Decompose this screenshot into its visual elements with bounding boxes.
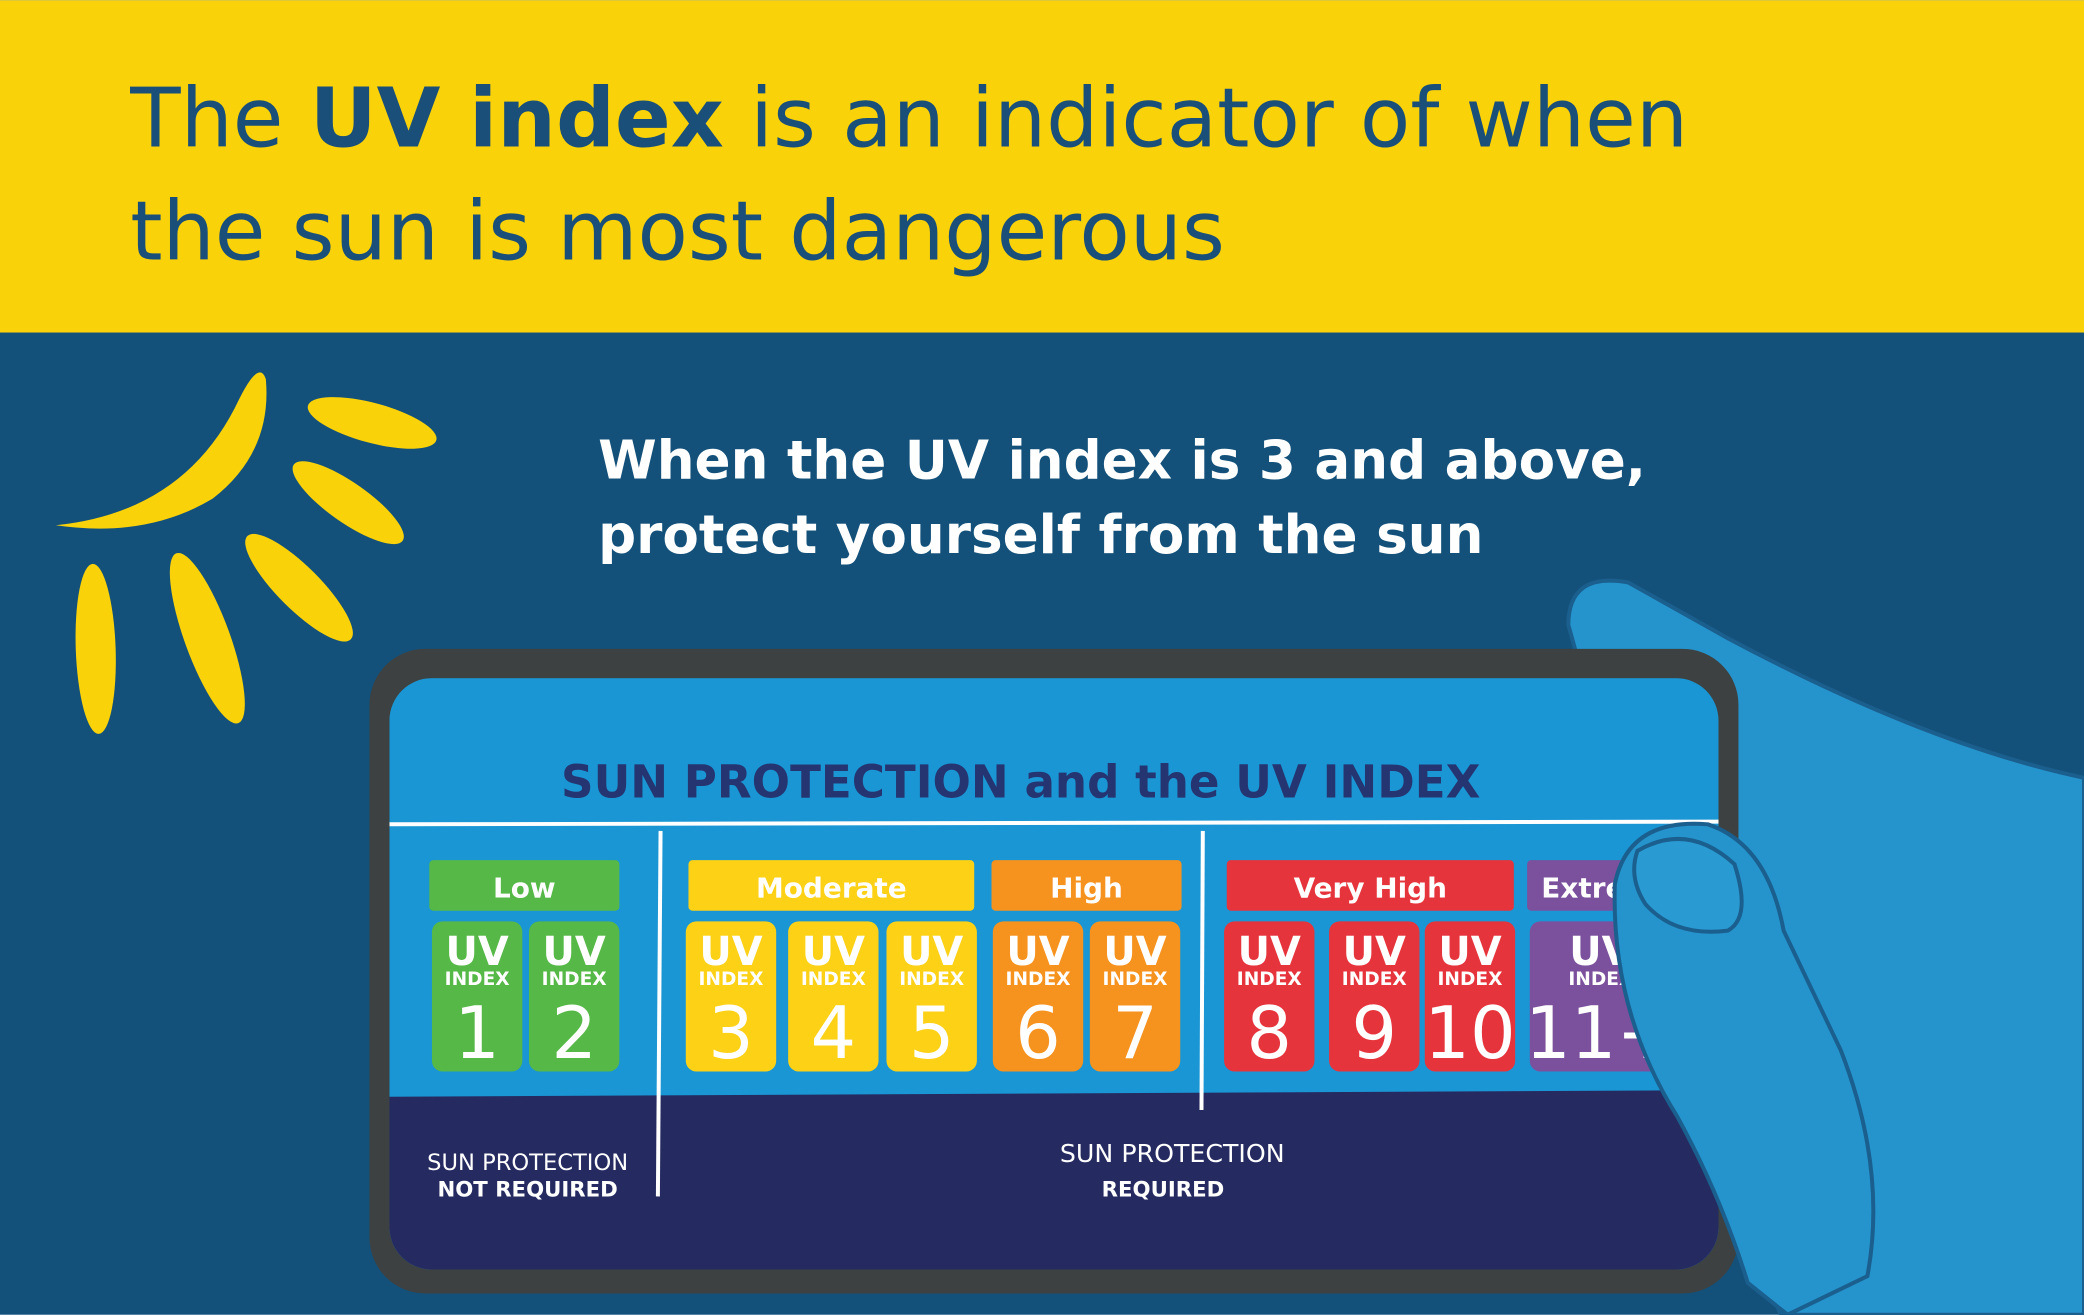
thumbnail xyxy=(1632,837,1744,934)
tile-index: INDEX xyxy=(1237,969,1302,990)
tile-index: INDEX xyxy=(445,969,510,990)
tile-uv: UV xyxy=(1006,929,1069,975)
tile-uv: UV xyxy=(1238,929,1301,975)
title-line2: the sun is most dangerous xyxy=(130,184,1225,279)
category-label-box xyxy=(991,860,1182,911)
uv-tile xyxy=(1424,921,1516,1072)
tile-uv: UV xyxy=(802,929,865,975)
tile-uv: UV xyxy=(543,929,606,975)
tile-number: 4 xyxy=(810,991,856,1075)
divider xyxy=(1199,830,1205,1111)
uv-tile xyxy=(788,921,879,1072)
tile-index: INDEX xyxy=(1568,969,1633,990)
title-part: is an indicator of when xyxy=(750,71,1688,166)
uv-tile xyxy=(685,921,777,1072)
category-label: Very High xyxy=(1294,871,1447,904)
tile-uv: UV xyxy=(900,929,963,975)
subtitle-line2: protect yourself from the sun xyxy=(598,504,1483,566)
tile-index: INDEX xyxy=(1342,969,1407,990)
category-label-box xyxy=(688,860,975,911)
ray xyxy=(75,563,116,734)
footer-text: SUN PROTECTION xyxy=(427,1150,628,1176)
uv-tile xyxy=(1224,921,1315,1072)
tile-number: 1 xyxy=(454,991,500,1075)
uv-tile xyxy=(528,921,620,1072)
tile-index: INDEX xyxy=(1006,969,1071,990)
tile-uv: UV xyxy=(699,929,762,975)
tile-number: 6 xyxy=(1015,991,1061,1075)
screen-heading: SUN PROTECTION and the UV INDEX xyxy=(561,756,1480,809)
tile-number: 10 xyxy=(1424,991,1515,1075)
tile-uv: UV xyxy=(1343,929,1406,975)
ray xyxy=(55,372,267,529)
category-label: Low xyxy=(493,871,556,904)
tile-number: 9 xyxy=(1351,991,1397,1075)
tile-uv: UV xyxy=(1103,929,1166,975)
ray xyxy=(169,552,245,724)
subtitle-line1: When the UV index is 3 and above, xyxy=(598,430,1646,492)
ray xyxy=(307,397,437,449)
tile-index: INDEX xyxy=(801,969,866,990)
tile-index: INDEX xyxy=(899,969,964,990)
category-label: Moderate xyxy=(756,871,907,904)
header-band xyxy=(0,0,2084,333)
tile-uv: UV xyxy=(1438,929,1501,975)
thumb xyxy=(1612,821,1876,1315)
footer-text: NOT REQUIRED xyxy=(437,1177,617,1202)
tile-index: INDEX xyxy=(542,969,607,990)
tile-number: 5 xyxy=(909,991,955,1075)
divider xyxy=(655,830,663,1197)
footer-text: REQUIRED xyxy=(1102,1177,1225,1202)
tile-number: 7 xyxy=(1112,991,1158,1075)
tile-uv: UV xyxy=(446,929,509,975)
tile-number: 2 xyxy=(551,991,597,1075)
category-label: High xyxy=(1050,871,1123,904)
uv-categories: LowUVINDEX1UVINDEX2ModerateUVINDEX3UVIND… xyxy=(429,860,1687,1075)
category-label-box xyxy=(1226,860,1514,911)
title-part: The xyxy=(129,71,283,166)
uv-tile xyxy=(1089,921,1181,1072)
tile-index: INDEX xyxy=(1437,969,1502,990)
ray xyxy=(245,533,353,642)
uv-tile xyxy=(992,921,1084,1072)
screen: SUN PROTECTION and the UV INDEX LowUVIND… xyxy=(389,678,1719,1270)
footer-text: SUN PROTECTION xyxy=(1060,1139,1285,1168)
ray xyxy=(292,461,404,545)
title-line1: The UV index is an indicator of when xyxy=(129,71,1688,166)
tile-number: 8 xyxy=(1246,991,1292,1075)
uv-tile xyxy=(886,921,977,1072)
title-bold: UV index xyxy=(310,71,724,166)
tile-number: 3 xyxy=(708,991,754,1075)
category-label-box xyxy=(429,860,620,911)
sun-rays xyxy=(55,372,437,734)
divider xyxy=(389,819,1719,827)
tile-index: INDEX xyxy=(699,969,764,990)
uv-tile xyxy=(431,921,523,1072)
uv-tile xyxy=(1329,921,1420,1072)
tile-index: INDEX xyxy=(1103,969,1168,990)
screen-bottom xyxy=(389,1090,1719,1270)
